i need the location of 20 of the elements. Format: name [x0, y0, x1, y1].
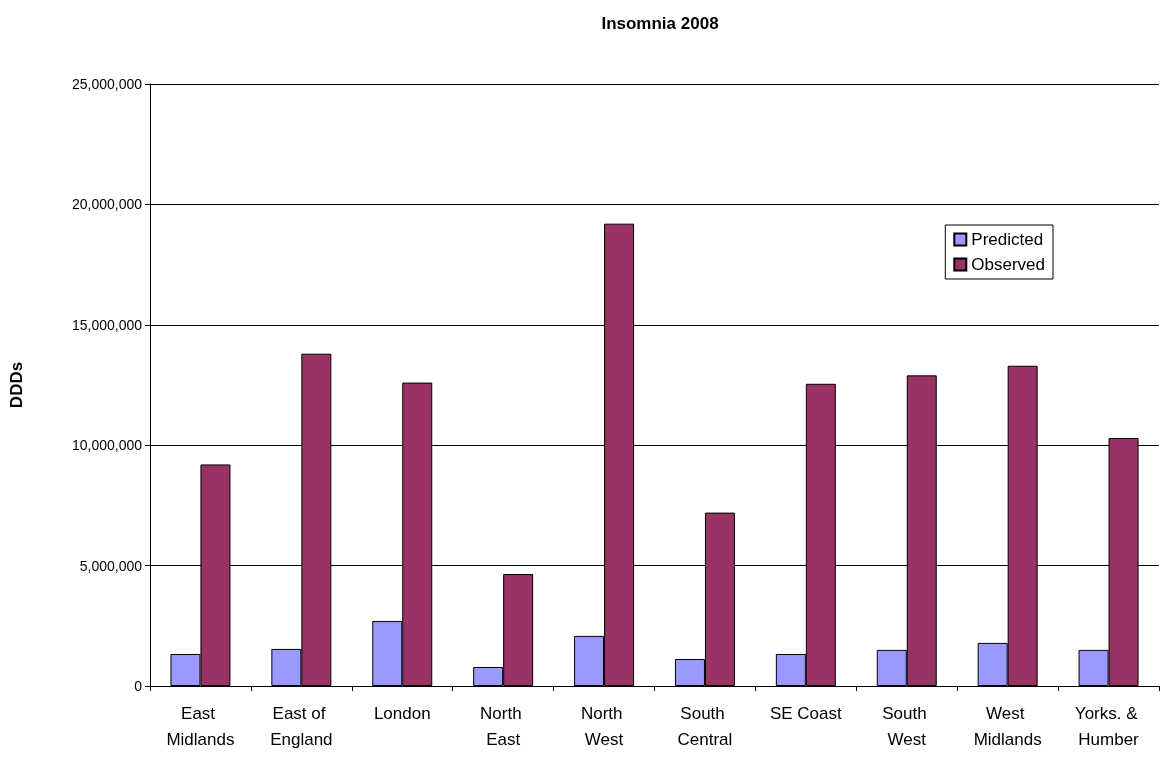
chart-title: Insomnia 2008 [601, 14, 719, 33]
y-tick-label: 10,000,000 [71, 437, 143, 454]
y-tick-label: 25,000,000 [71, 76, 143, 92]
x-tick-label: SE Coast [769, 703, 843, 723]
x-tick-label: North East [480, 703, 527, 749]
legend-label: Observed [971, 255, 1045, 274]
x-tick-label: Yorks. & Humber [1074, 703, 1143, 749]
x-tick-label: South West [882, 703, 932, 749]
x-tick-label: East Midlands [166, 703, 235, 749]
y-tick-label: 15,000,000 [71, 316, 143, 333]
y-tick-label: 5,000,000 [79, 557, 143, 574]
y-axis-title: DDDs [7, 361, 26, 409]
x-tick-label: West Midlands [973, 703, 1042, 749]
x-tick-label: South Central [677, 703, 733, 749]
y-tick-label: 0 [134, 678, 143, 694]
x-tick-label: East of England [270, 703, 333, 749]
y-tick-label: 20,000,000 [71, 196, 143, 213]
legend-label: Predicted [971, 230, 1044, 249]
x-tick-label: North West [580, 703, 628, 749]
x-tick-label: London [373, 703, 431, 723]
